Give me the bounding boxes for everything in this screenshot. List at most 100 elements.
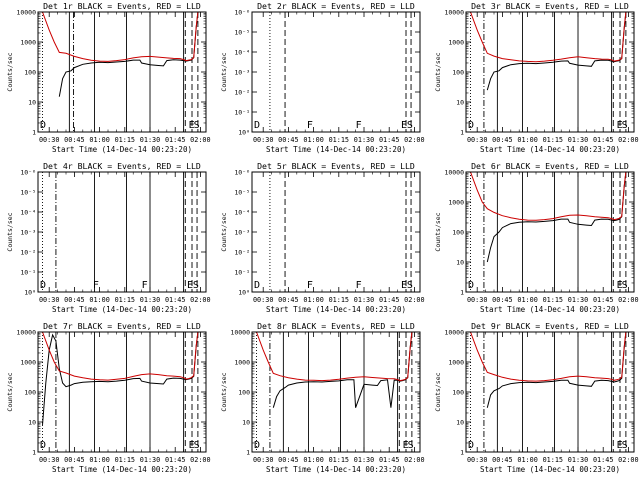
- series-group: [256, 332, 413, 408]
- event-letter: D: [40, 120, 46, 131]
- y-tick-label: 10⁻²: [234, 89, 250, 97]
- x-tick-label: 01:45: [165, 456, 185, 464]
- y-axis-label: Counts/sec: [6, 52, 14, 91]
- x-tick-label: 00:30: [253, 456, 273, 464]
- y-tick-label: 10⁻⁴: [20, 209, 36, 217]
- detector-panel: Det 5r BLACK = Events, RED = LLD Counts/s…: [220, 161, 425, 314]
- events-series-line: [486, 332, 627, 408]
- y-tick-label: 100: [24, 389, 36, 397]
- event-letter: D: [468, 280, 474, 291]
- x-tick-label: 00:30: [467, 296, 487, 304]
- x-tick-label: 02:00: [618, 136, 638, 144]
- y-axis-label: Counts/sec: [434, 212, 442, 251]
- y-tick-label: 10⁻⁶: [234, 9, 250, 17]
- x-tick-label: 02:00: [618, 456, 638, 464]
- y-tick-label: 10: [456, 259, 464, 267]
- panel-title: Det 1r BLACK = Events, RED = LLD: [43, 1, 201, 11]
- x-tick-label: 01:15: [115, 136, 135, 144]
- y-tick-label: 10⁰: [238, 129, 250, 137]
- detector-panel: Det 6r BLACK = Events, RED = LLD Counts/s…: [434, 161, 639, 314]
- y-tick-label: 1: [246, 449, 250, 457]
- y-tick-label: 10: [28, 99, 36, 107]
- x-tick-label: 02:00: [190, 456, 210, 464]
- y-tick-label: 10⁻³: [20, 229, 36, 237]
- x-tick-label: 00:45: [278, 296, 298, 304]
- plot-frame: [37, 331, 207, 453]
- y-tick-label: 1000: [448, 359, 464, 367]
- x-tick-label: 01:15: [329, 456, 349, 464]
- x-axis-label: Start Time (14-Dec-14 00:23:20): [480, 145, 620, 154]
- x-axis-label: Start Time (14-Dec-14 00:23:20): [480, 305, 620, 314]
- lld-series-line: [470, 12, 627, 63]
- events-series-line: [272, 332, 413, 408]
- y-axis-label: Counts/sec: [6, 212, 14, 251]
- event-letter: E: [401, 280, 407, 291]
- x-tick-label: 02:00: [618, 296, 638, 304]
- event-letter: D: [254, 120, 260, 131]
- x-axis-label: Start Time (14-Dec-14 00:23:20): [266, 465, 406, 474]
- x-tick-label: 01:15: [115, 296, 135, 304]
- y-tick-label: 1: [32, 449, 36, 457]
- event-letter: F: [356, 280, 362, 291]
- event-letter: E: [617, 120, 623, 131]
- y-tick-label: 10: [242, 419, 250, 427]
- plot-frame: [37, 11, 207, 133]
- event-letter: S: [622, 440, 628, 451]
- panel-title: Det 4r BLACK = Events, RED = LLD: [43, 161, 201, 171]
- plot-frame: [251, 331, 421, 453]
- panel-title: Det 6r BLACK = Events, RED = LLD: [471, 161, 629, 171]
- x-tick-label: 00:30: [253, 296, 273, 304]
- x-tick-label: 01:00: [89, 296, 109, 304]
- event-letter: D: [40, 280, 46, 291]
- detector-panel: Det 1r BLACK = Events, RED = LLD Counts/s…: [6, 1, 211, 154]
- x-tick-label: 01:15: [329, 296, 349, 304]
- x-tick-label: 00:30: [467, 456, 487, 464]
- x-tick-label: 02:00: [404, 456, 424, 464]
- x-tick-label: 01:45: [379, 456, 399, 464]
- x-tick-label: 01:30: [568, 296, 588, 304]
- event-letter: S: [194, 120, 200, 131]
- y-tick-label: 10⁻⁶: [234, 169, 250, 177]
- events-series-line: [486, 12, 627, 91]
- y-tick-label: 1: [32, 129, 36, 137]
- panel-title: Det 8r BLACK = Events, RED = LLD: [257, 321, 415, 331]
- y-tick-label: 1000: [20, 39, 36, 47]
- y-axis-label: Counts/sec: [220, 212, 228, 251]
- x-tick-label: 00:30: [39, 296, 59, 304]
- detector-panel: Det 3r BLACK = Events, RED = LLD Counts/s…: [434, 1, 639, 154]
- x-tick-label: 00:45: [278, 136, 298, 144]
- series-group: [470, 172, 627, 263]
- event-letter: F: [307, 120, 313, 131]
- x-tick-label: 01:15: [329, 136, 349, 144]
- y-tick-label: 1000: [234, 359, 250, 367]
- x-tick-label: 00:45: [64, 456, 84, 464]
- y-tick-label: 10⁻³: [234, 69, 250, 77]
- y-tick-label: 1: [460, 129, 464, 137]
- event-letter: E: [189, 440, 195, 451]
- y-tick-label: 1000: [448, 199, 464, 207]
- x-tick-label: 01:45: [593, 136, 613, 144]
- y-tick-label: 10⁻⁵: [234, 189, 250, 197]
- x-tick-label: 00:45: [492, 456, 512, 464]
- y-tick-label: 10⁻²: [20, 249, 36, 257]
- panel-title: Det 3r BLACK = Events, RED = LLD: [471, 1, 629, 11]
- detector-panel: Det 8r BLACK = Events, RED = LLD Counts/s…: [220, 321, 425, 474]
- x-tick-label: 00:45: [278, 456, 298, 464]
- y-tick-label: 100: [24, 69, 36, 77]
- plot-frame: [251, 11, 421, 133]
- y-tick-label: 10⁰: [24, 289, 36, 297]
- x-tick-label: 01:30: [140, 296, 160, 304]
- x-axis-label: Start Time (14-Dec-14 00:23:20): [266, 145, 406, 154]
- event-letter: S: [193, 280, 199, 291]
- y-axis-label: Counts/sec: [220, 372, 228, 411]
- lld-series-line: [42, 12, 199, 62]
- y-tick-label: 10⁻⁵: [20, 189, 36, 197]
- x-tick-label: 00:30: [253, 136, 273, 144]
- y-tick-label: 10⁻⁴: [234, 209, 250, 217]
- y-tick-label: 10⁻³: [234, 229, 250, 237]
- y-tick-label: 10000: [444, 169, 464, 177]
- y-tick-label: 10: [456, 99, 464, 107]
- event-letter: E: [187, 280, 193, 291]
- x-tick-label: 01:30: [568, 456, 588, 464]
- detector-panel: Det 2r BLACK = Events, RED = LLD Counts/s…: [220, 1, 425, 154]
